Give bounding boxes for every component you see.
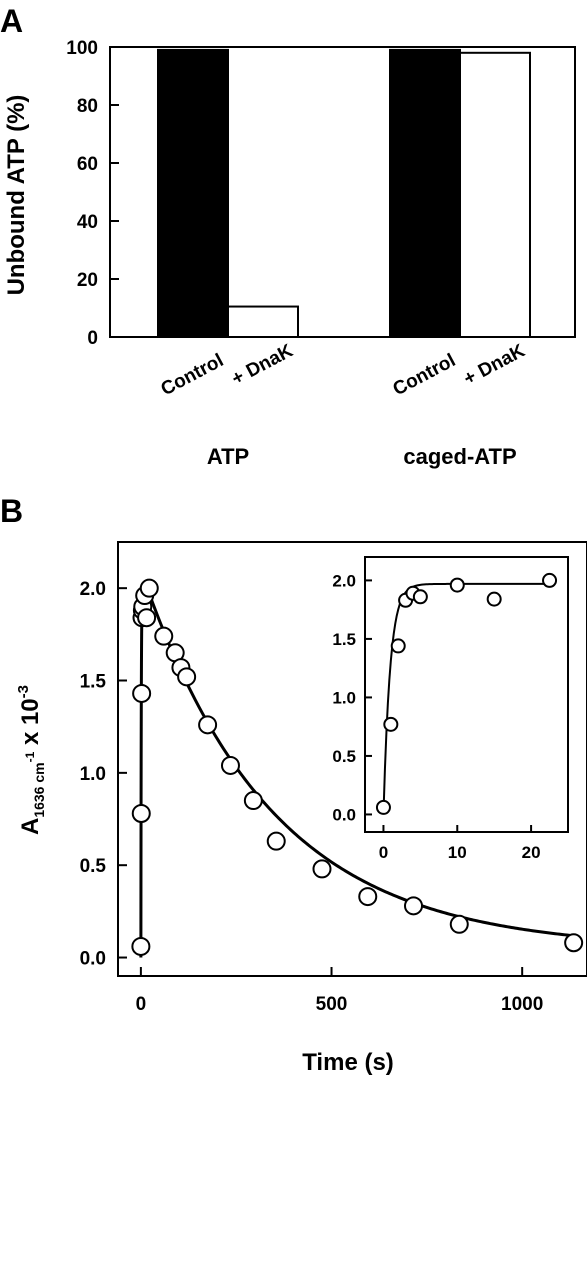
inset-x-tick-label: 0: [379, 843, 388, 862]
data-point: [198, 715, 218, 735]
data-point: [139, 578, 159, 598]
bar-y-axis-title: Unbound ATP (%): [3, 95, 30, 296]
inset-x-tick-label: 20: [522, 843, 541, 862]
inset-data-point: [412, 589, 428, 605]
data-point: [220, 755, 240, 775]
inset-data-point: [486, 591, 502, 607]
bar-group-label: ATP: [207, 444, 249, 469]
bar-category-label: + DnaK: [460, 340, 528, 390]
inset-y-tick-label: 2.0: [332, 571, 356, 590]
scatter-y-tick-label: 1.0: [80, 764, 106, 785]
scatter-y-tick-label: 1.5: [80, 672, 107, 693]
bar-y-tick-label: 100: [66, 38, 98, 59]
inset-data-point: [375, 799, 391, 815]
inset-data-point: [449, 577, 465, 593]
scatter-plot-frame: [117, 541, 587, 977]
scatter-y-axis-title: A1636 cm-1 x 10-3: [15, 685, 47, 835]
data-point: [358, 887, 378, 907]
bar-y-tick-label: 0: [87, 328, 98, 349]
scatter-y-tick-label: 0.5: [80, 856, 107, 877]
data-point: [404, 896, 424, 916]
data-point: [177, 667, 197, 687]
inset-y-tick-label: 0.5: [332, 747, 356, 766]
bar-y-tick-label: 40: [77, 212, 98, 233]
bar-y-tick-label: 60: [77, 154, 98, 175]
bar-atp-control: [157, 48, 229, 339]
data-point: [564, 933, 584, 953]
bar-caged-atp-dnak: [459, 51, 531, 339]
bar-y-tick-label: 80: [77, 96, 98, 117]
inset-plot-frame: [364, 556, 569, 833]
scatter-chart-panel-b: A1636 cm-1 x 10-3 Time (s) 0.0 0.5 1.0 1.5 2…: [15, 541, 587, 1076]
panel-a-letter: A: [0, 3, 23, 39]
scatter-x-tick-label: 500: [316, 994, 348, 1015]
scatter-x-tick-label: 0: [136, 994, 147, 1015]
scatter-y-tick-label: 2.0: [80, 579, 106, 600]
bar-group-label: caged-ATP: [403, 444, 516, 469]
bar-plot-frame: [109, 46, 576, 338]
inset-data-point: [390, 638, 406, 654]
inset-y-tick-label: 1.5: [332, 630, 356, 649]
data-point: [449, 914, 469, 934]
data-point: [131, 936, 151, 956]
data-point: [154, 626, 174, 646]
inset-data-point: [383, 716, 399, 732]
bar-caged-atp-control: [389, 48, 461, 339]
data-point: [266, 831, 286, 851]
bar-category-label: + DnaK: [228, 340, 296, 390]
inset-y-tick-label: 1.0: [332, 688, 356, 707]
data-point: [243, 791, 263, 811]
data-point: [312, 859, 332, 879]
inset-x-tick-label: 10: [448, 843, 467, 862]
bar-atp-dnak: [227, 305, 299, 338]
scatter-x-axis-title: Time (s): [302, 1049, 394, 1076]
panel-b-letter: B: [0, 493, 23, 529]
bar-category-label: Control: [158, 350, 227, 400]
data-point: [131, 803, 151, 823]
inset-y-tick-label: 0.0: [332, 805, 356, 824]
bar-y-tick-label: 20: [77, 270, 98, 291]
bar-category-label: Control: [390, 350, 459, 400]
scatter-x-tick-label: 1000: [501, 994, 543, 1015]
data-point: [137, 608, 157, 628]
inset-data-point: [542, 572, 558, 588]
data-point: [132, 683, 152, 703]
scatter-y-tick-label: 0.0: [80, 949, 106, 970]
